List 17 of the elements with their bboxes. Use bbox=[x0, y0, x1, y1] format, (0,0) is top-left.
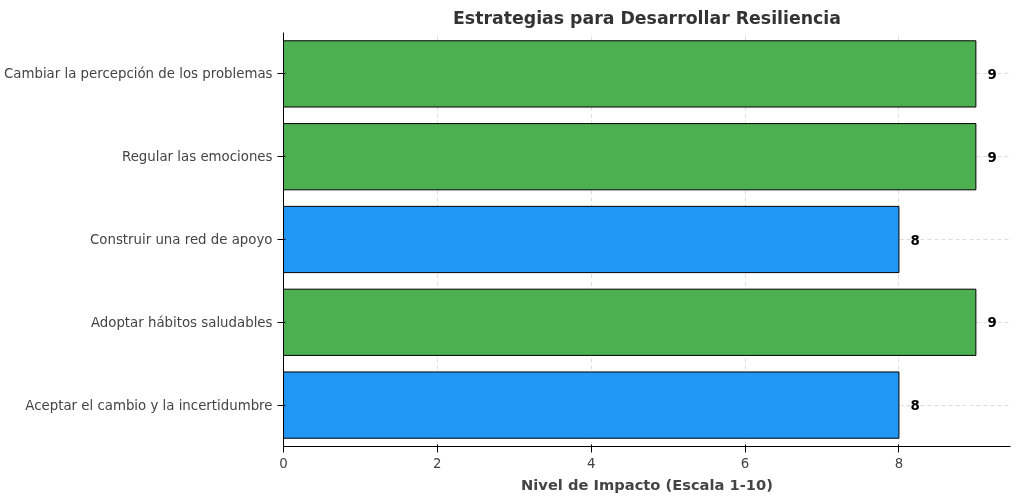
data-label: 8 bbox=[910, 398, 920, 414]
data-label: 8 bbox=[910, 232, 920, 248]
y-tick-label: Cambiar la percepción de los problemas bbox=[3, 66, 273, 82]
y-tick-label: Adoptar hábitos saludables bbox=[90, 314, 273, 330]
x-tick-label: 6 bbox=[740, 455, 750, 471]
x-tick-label: 0 bbox=[279, 455, 288, 471]
y-tick-label: Construir una red de apoyo bbox=[89, 232, 273, 247]
data-label: 9 bbox=[987, 66, 997, 82]
x-axis-title: Nivel de Impacto (Escala 1-10) bbox=[521, 475, 773, 493]
x-tick-label: 2 bbox=[433, 455, 442, 471]
x-tick-label: 4 bbox=[586, 455, 596, 471]
chart-title: Estrategias para Desarrollar Resiliencia bbox=[453, 7, 841, 28]
x-tick-label: 8 bbox=[894, 455, 904, 471]
y-tick-label: Aceptar el cambio y la incertidumbre bbox=[25, 397, 273, 413]
y-tick-label: Regular las emociones bbox=[121, 149, 273, 165]
data-label: 9 bbox=[987, 149, 997, 165]
data-label: 9 bbox=[987, 315, 997, 331]
